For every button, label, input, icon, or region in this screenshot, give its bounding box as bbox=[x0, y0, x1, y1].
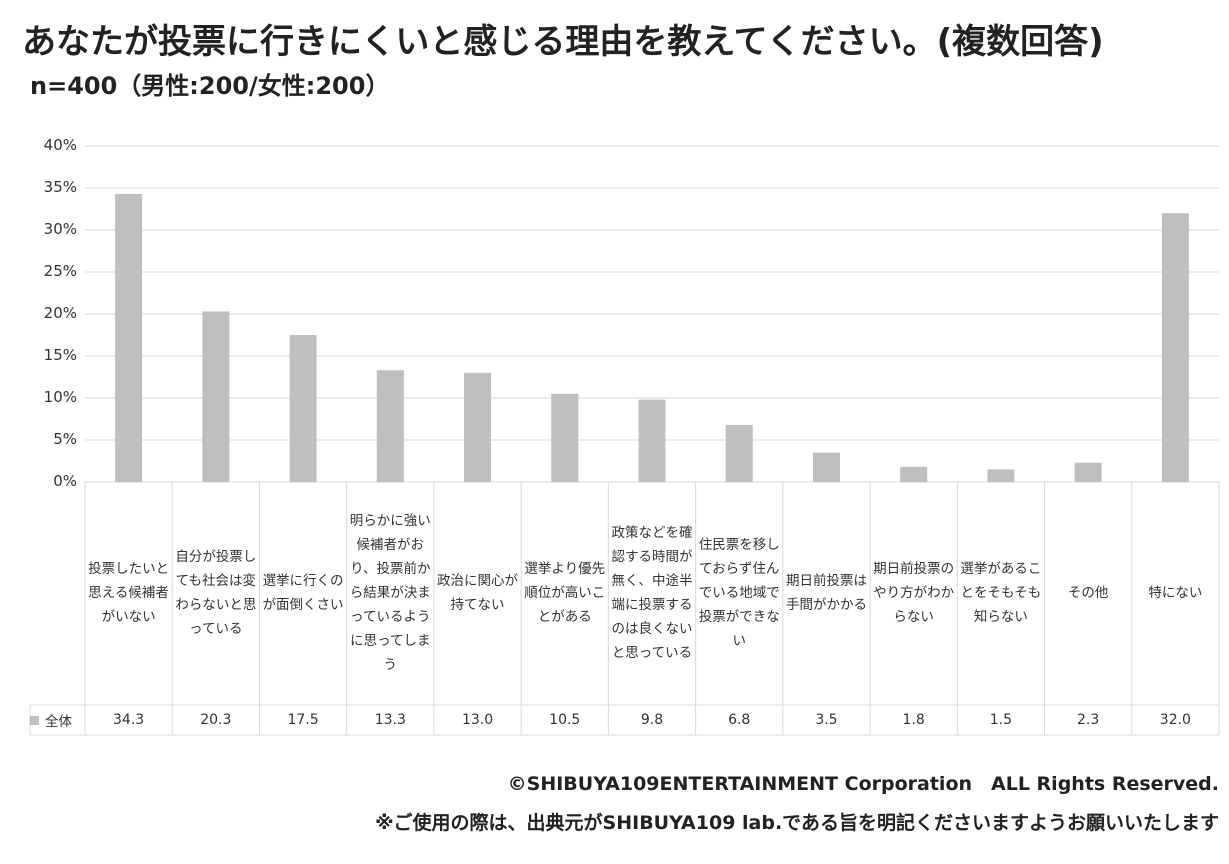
y-tick-label: 30% bbox=[43, 220, 77, 238]
legend-label: 全体 bbox=[45, 714, 72, 730]
category-label: 期日前投票は手間がかかる bbox=[785, 573, 867, 613]
value-label: 3.5 bbox=[815, 712, 838, 728]
category-label: 期日前投票のやり方がわからない bbox=[873, 561, 955, 625]
bar bbox=[725, 424, 753, 482]
value-label: 13.3 bbox=[374, 712, 406, 728]
bar bbox=[638, 399, 666, 482]
bar bbox=[115, 193, 143, 482]
category-label: 選挙より優先順位が高いことがある bbox=[524, 561, 606, 625]
y-tick-label: 40% bbox=[43, 136, 77, 154]
category-label: その他 bbox=[1067, 585, 1109, 601]
bar bbox=[551, 393, 579, 482]
category-label: 投票したいと思える候補者がいない bbox=[88, 561, 170, 625]
y-tick-label: 25% bbox=[43, 262, 77, 280]
bar bbox=[1161, 213, 1189, 482]
category-label: 住民票を移しておらず住んでいる地域で投票ができない bbox=[698, 537, 780, 649]
category-label: 選挙があることをそもそも知らない bbox=[960, 561, 1042, 625]
value-label: 6.8 bbox=[728, 712, 751, 728]
value-label: 34.3 bbox=[113, 712, 145, 728]
y-tick-label: 0% bbox=[53, 472, 77, 490]
value-label: 20.3 bbox=[200, 712, 232, 728]
legend-swatch bbox=[30, 715, 39, 725]
category-label: 政策などを確認する時間が無く、中途半端に投票するのは良くないと思っている bbox=[611, 525, 693, 661]
y-tick-label: 10% bbox=[43, 388, 77, 406]
y-tick-label: 20% bbox=[43, 304, 77, 322]
copyright-text: ©SHIBUYA109ENTERTAINMENT Corporation ALL… bbox=[507, 773, 1219, 795]
category-label: 政治に関心が持てない bbox=[437, 573, 519, 613]
legend: 全体 bbox=[30, 706, 72, 734]
y-tick-label: 5% bbox=[53, 430, 77, 448]
value-label: 9.8 bbox=[640, 712, 664, 728]
bar bbox=[812, 452, 840, 482]
bar bbox=[900, 466, 928, 482]
category-label: 選挙に行くのが面倒くさい bbox=[262, 573, 344, 613]
value-label: 32.0 bbox=[1159, 712, 1191, 728]
bar bbox=[202, 311, 230, 482]
y-tick-label: 35% bbox=[43, 178, 77, 196]
value-label: 10.5 bbox=[549, 712, 581, 728]
bar bbox=[376, 370, 404, 482]
category-label: 明らかに強い候補者がおり、投票前から結果が決まっているように思ってしまう bbox=[349, 513, 431, 673]
bar bbox=[987, 469, 1015, 482]
category-label: 特にない bbox=[1148, 585, 1203, 601]
chart-subtitle: n=400（男性:200/女性:200） bbox=[30, 72, 390, 100]
value-label: 13.0 bbox=[461, 712, 494, 728]
usage-note: ※ご使用の際は、出典元がSHIBUYA109 lab.である旨を明記くださいます… bbox=[375, 812, 1219, 834]
value-label: 17.5 bbox=[287, 712, 319, 728]
bar bbox=[289, 335, 317, 482]
value-label: 1.8 bbox=[902, 712, 925, 728]
bar bbox=[464, 372, 492, 482]
category-label: 自分が投票しても社会は変わらないと思っている bbox=[175, 549, 257, 637]
chart-title: あなたが投票に行きにくいと感じる理由を教えてください。(複数回答) bbox=[22, 22, 1104, 62]
y-tick-label: 15% bbox=[43, 346, 77, 364]
value-label: 2.3 bbox=[1077, 712, 1100, 728]
bar bbox=[1074, 462, 1102, 482]
value-label: 1.5 bbox=[989, 712, 1013, 728]
